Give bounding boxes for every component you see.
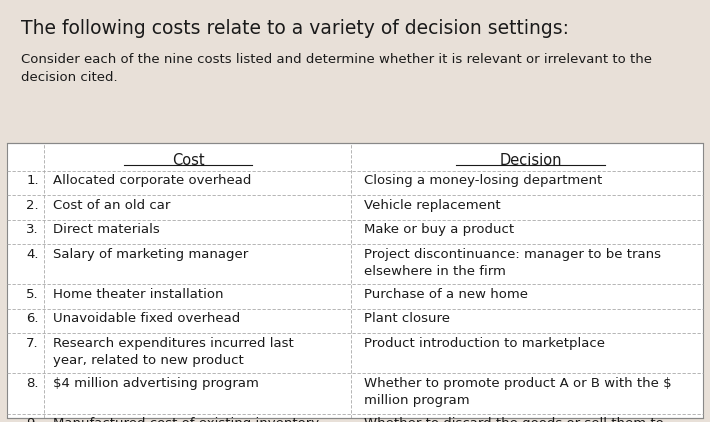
Text: Unavoidable fixed overhead: Unavoidable fixed overhead — [53, 312, 241, 325]
Text: Cost of an old car: Cost of an old car — [53, 199, 170, 212]
Text: Salary of marketing manager: Salary of marketing manager — [53, 248, 248, 261]
Text: Cost: Cost — [172, 153, 204, 168]
Text: 7.: 7. — [26, 337, 39, 350]
Text: Project discontinuance: manager to be trans
elsewhere in the firm: Project discontinuance: manager to be tr… — [364, 248, 661, 278]
Text: 1.: 1. — [26, 174, 39, 187]
Text: 3.: 3. — [26, 223, 39, 236]
Text: Product introduction to marketplace: Product introduction to marketplace — [364, 337, 605, 350]
Text: 6.: 6. — [26, 312, 39, 325]
Text: Decision: Decision — [499, 153, 562, 168]
Text: The following costs relate to a variety of decision settings:: The following costs relate to a variety … — [21, 19, 569, 38]
Text: Whether to discard the goods or sell them to
third-world country: Whether to discard the goods or sell the… — [364, 417, 664, 422]
Text: $4 million advertising program: $4 million advertising program — [53, 377, 259, 390]
Text: 8.: 8. — [26, 377, 39, 390]
Text: Direct materials: Direct materials — [53, 223, 160, 236]
Text: 5.: 5. — [26, 288, 39, 301]
Text: Consider each of the nine costs listed and determine whether it is relevant or i: Consider each of the nine costs listed a… — [21, 53, 652, 84]
Text: Vehicle replacement: Vehicle replacement — [364, 199, 501, 212]
FancyBboxPatch shape — [7, 143, 703, 418]
Text: Closing a money-losing department: Closing a money-losing department — [364, 174, 603, 187]
Text: Plant closure: Plant closure — [364, 312, 450, 325]
Text: 2.: 2. — [26, 199, 39, 212]
Text: Manufactured cost of existing inventory: Manufactured cost of existing inventory — [53, 417, 320, 422]
Text: Home theater installation: Home theater installation — [53, 288, 224, 301]
Text: Research expenditures incurred last
year, related to new product: Research expenditures incurred last year… — [53, 337, 294, 367]
Text: 4.: 4. — [26, 248, 39, 261]
Text: Make or buy a product: Make or buy a product — [364, 223, 514, 236]
Text: Purchase of a new home: Purchase of a new home — [364, 288, 528, 301]
Text: Whether to promote product A or B with the $
million program: Whether to promote product A or B with t… — [364, 377, 672, 407]
Text: Allocated corporate overhead: Allocated corporate overhead — [53, 174, 251, 187]
Text: 9.: 9. — [26, 417, 39, 422]
